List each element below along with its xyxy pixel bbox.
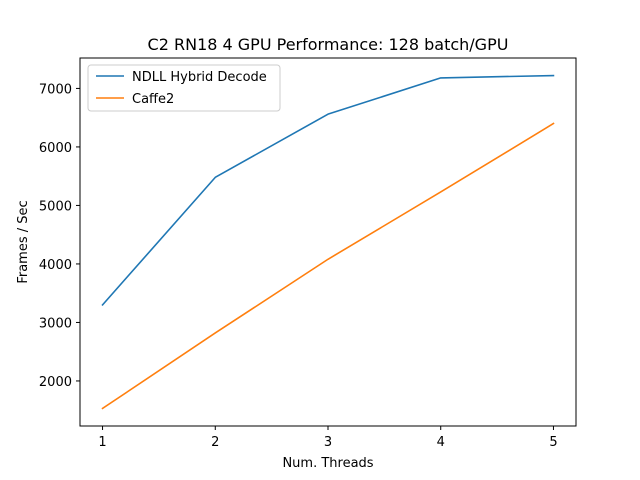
series-lines	[101, 74, 555, 410]
x-axis-label: Num. Threads	[282, 456, 373, 471]
legend-entry-0: NDLL Hybrid Decode	[132, 70, 267, 85]
legend-entry-1: Caffe2	[132, 92, 174, 107]
y-tick-label: 2000	[39, 375, 72, 390]
legend: NDLL Hybrid Decode Caffe2	[87, 64, 281, 112]
x-axis: 1 2 3 4 5	[98, 426, 558, 450]
series-line-1	[101, 122, 555, 410]
plot-frame	[79, 57, 577, 427]
y-tick-label: 6000	[39, 141, 72, 156]
x-tick-label: 4	[437, 435, 445, 450]
x-tick-label: 2	[211, 435, 219, 450]
y-axis: 2000 3000 4000 5000 6000 7000	[39, 82, 80, 390]
y-tick-label: 4000	[39, 258, 72, 273]
legend-box	[87, 64, 281, 112]
series-line-0	[101, 74, 555, 307]
x-tick-label: 1	[98, 435, 106, 450]
y-tick-label: 3000	[39, 316, 72, 331]
x-tick-label: 3	[324, 435, 332, 450]
x-tick-label: 5	[549, 435, 557, 450]
y-axis-label: Frames / Sec	[16, 200, 31, 283]
chart-title: C2 RN18 4 GPU Performance: 128 batch/GPU	[148, 35, 509, 54]
y-tick-label: 5000	[39, 199, 72, 214]
y-tick-label: 7000	[39, 82, 72, 97]
